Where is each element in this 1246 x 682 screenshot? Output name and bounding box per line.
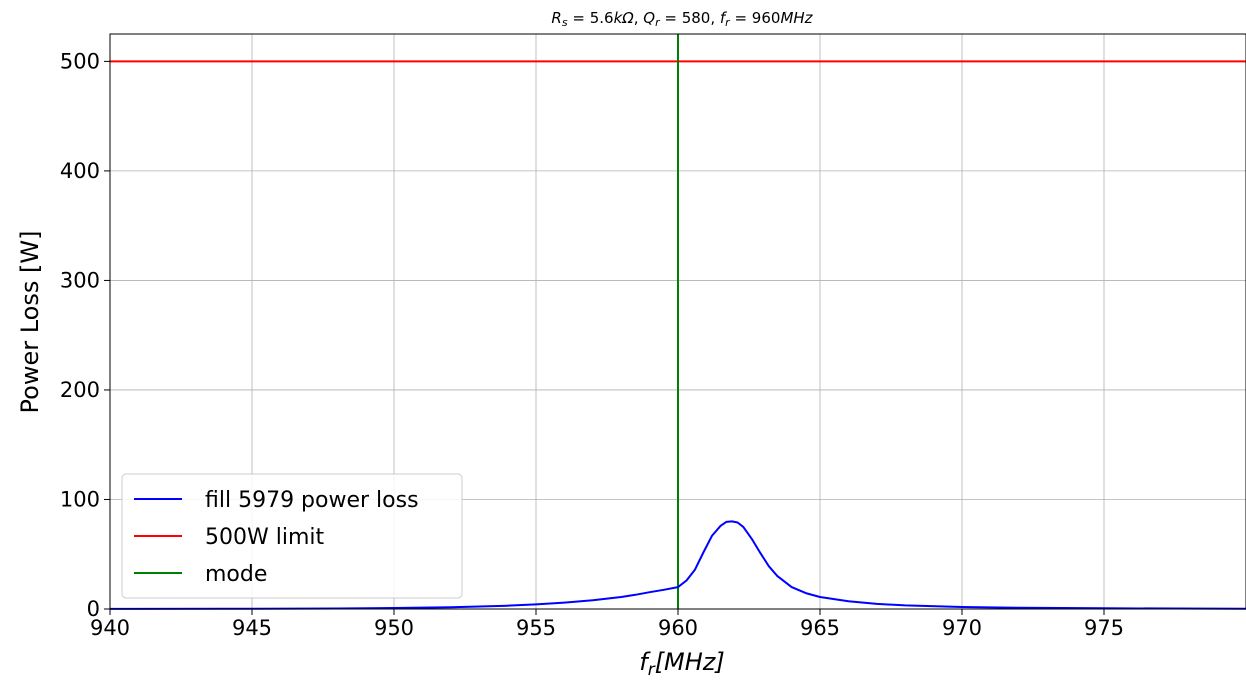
x-tick-label: 975 — [1084, 616, 1124, 640]
y-tick-label: 100 — [60, 487, 100, 511]
chart-title: Rs = 5.6kΩ, Qr = 580, fr = 960MHz — [551, 9, 813, 29]
legend-label-1: 500W limit — [205, 525, 325, 550]
y-tick-label: 500 — [60, 49, 100, 73]
legend-label-0: fill 5979 power loss — [205, 488, 419, 513]
axis-ticks: 940 945 950 955 960 965 970 975 0 100 200 300 400 500 — [60, 49, 1124, 640]
legend-label-2: mode — [205, 562, 267, 587]
y-tick-label: 0 — [87, 597, 100, 621]
y-tick-label: 200 — [60, 378, 100, 402]
x-tick-label: 950 — [374, 616, 414, 640]
series-line-0 — [109, 520, 1246, 610]
x-tick-label: 940 — [90, 616, 130, 640]
y-axis-label: Power Loss [W] — [16, 231, 44, 414]
y-tick-label: 300 — [60, 268, 100, 292]
x-tick-label: 960 — [658, 616, 698, 640]
x-tick-label: 945 — [232, 616, 272, 640]
series-layer — [109, 34, 1246, 610]
y-tick-label: 400 — [60, 159, 100, 183]
legend-box — [121, 473, 463, 599]
x-tick-label: 955 — [516, 616, 556, 640]
x-axis-label: fr[MHz] — [639, 648, 725, 680]
x-tick-label: 970 — [942, 616, 982, 640]
legend: fill 5979 power loss 500W limit mode — [121, 473, 463, 599]
x-tick-label: 965 — [800, 616, 840, 640]
